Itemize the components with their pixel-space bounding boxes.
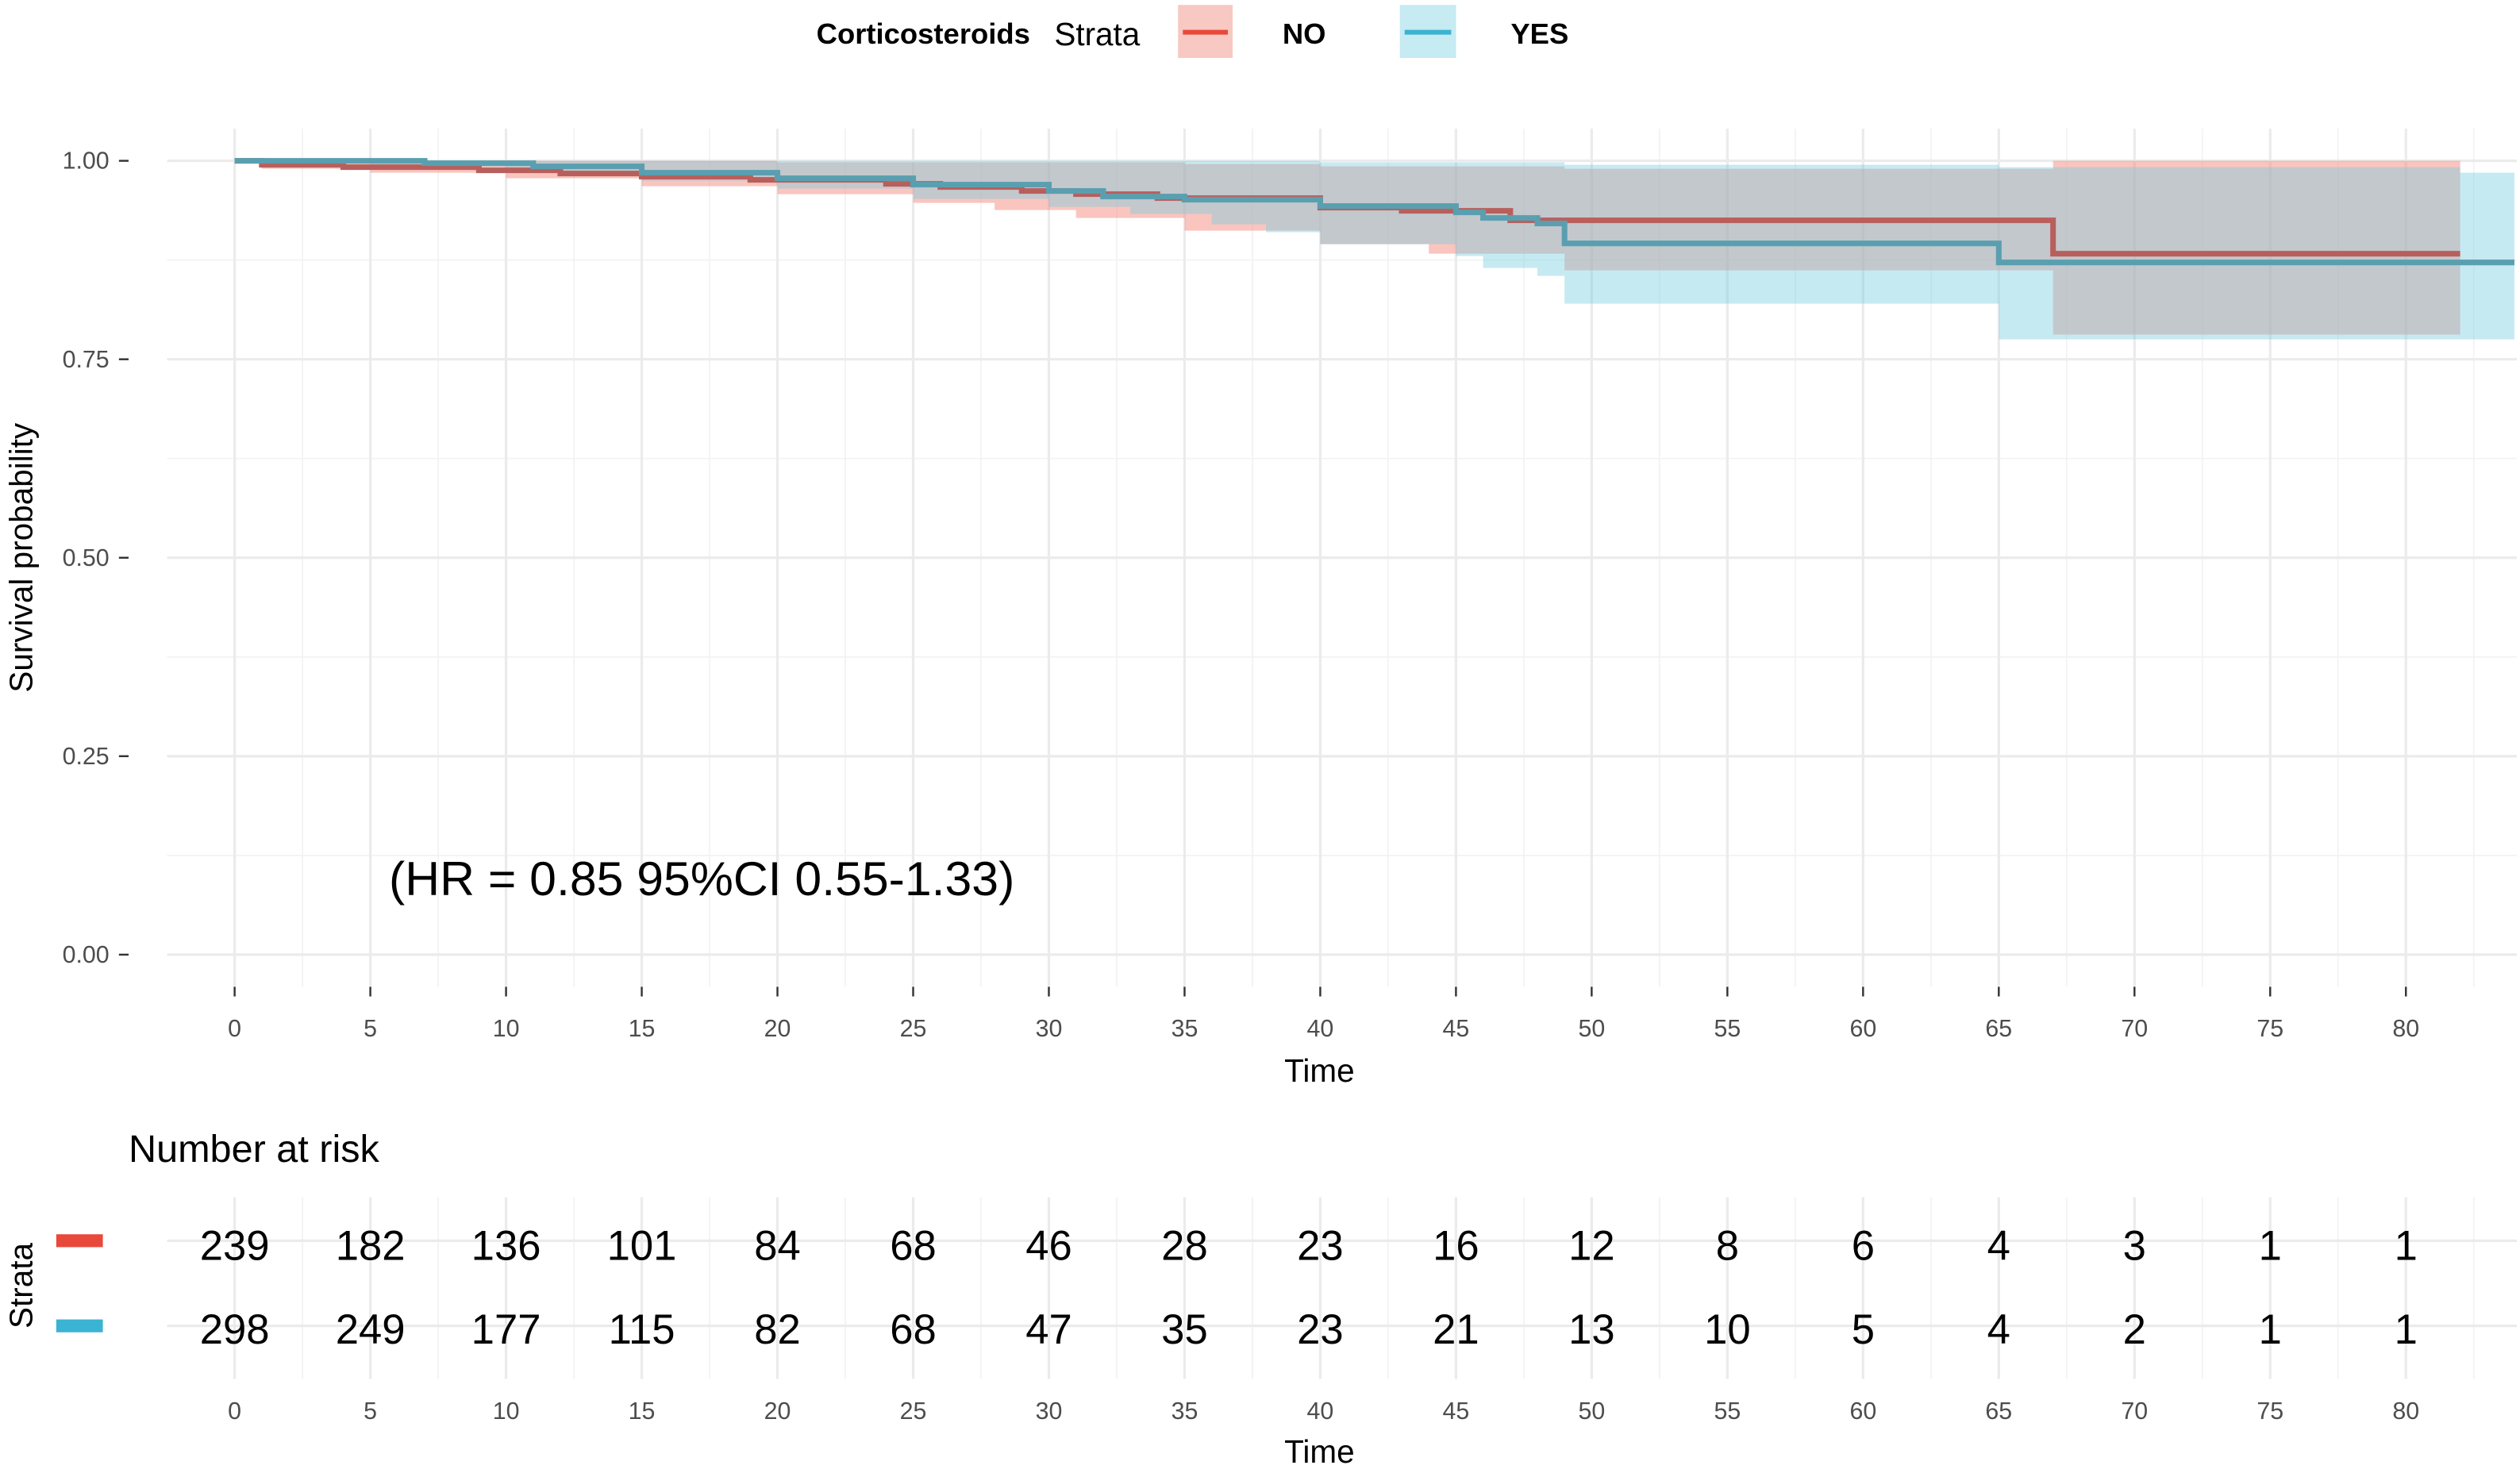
risk-table-title: Number at risk	[129, 1128, 380, 1171]
risk-count-yes: 1	[2395, 1306, 2418, 1353]
x-axis-label: Time	[1284, 1052, 1354, 1089]
x-tick-label: 0	[228, 1016, 241, 1042]
risk-x-tick-label: 15	[629, 1398, 656, 1425]
risk-x-tick-label: 10	[493, 1398, 520, 1425]
y-tick-label: 0.00	[63, 942, 110, 968]
risk-count-yes: 68	[890, 1306, 937, 1353]
risk-count-yes: 2	[2123, 1306, 2146, 1353]
x-tick-label: 40	[1307, 1016, 1334, 1042]
x-tick-label: 50	[1578, 1016, 1605, 1042]
legend-title: Corticosteroids	[817, 17, 1030, 50]
hr-annotation: (HR = 0.85 95%CI 0.55-1.33)	[389, 852, 1014, 906]
x-tick-label: 45	[1443, 1016, 1470, 1042]
x-tick-label: 20	[764, 1016, 791, 1042]
legend-strata-label: Strata	[1054, 16, 1140, 52]
legend-label-no: NO	[1283, 17, 1326, 50]
risk-count-no: 1	[2259, 1223, 2282, 1270]
risk-count-no: 101	[607, 1223, 677, 1270]
risk-count-no: 68	[890, 1223, 937, 1270]
risk-x-tick-label: 35	[1172, 1398, 1198, 1425]
confidence-bands	[234, 160, 2515, 340]
risk-count-no: 16	[1433, 1223, 1479, 1270]
risk-count-no: 12	[1568, 1223, 1615, 1270]
risk-count-yes: 35	[1161, 1306, 1208, 1353]
risk-x-tick-label: 70	[2121, 1398, 2148, 1425]
risk-count-yes: 115	[609, 1306, 675, 1353]
survival-curves	[234, 158, 2515, 266]
y-axis-label: Survival probability	[2, 422, 39, 693]
survival-curve-yes	[234, 158, 2515, 266]
risk-x-tick-label: 55	[1714, 1398, 1741, 1425]
x-tick-label: 55	[1714, 1016, 1741, 1042]
risk-x-tick-label: 0	[228, 1398, 241, 1425]
risk-count-no: 28	[1161, 1223, 1208, 1270]
risk-x-tick-label: 80	[2392, 1398, 2419, 1425]
risk-count-yes: 1	[2259, 1306, 2282, 1353]
risk-table-ylabel: Strata	[2, 1243, 39, 1329]
risk-count-no: 3	[2123, 1223, 2146, 1270]
x-tick-label: 5	[364, 1016, 377, 1042]
risk-x-tick-label: 20	[764, 1398, 791, 1425]
risk-count-yes: 82	[754, 1306, 801, 1353]
risk-count-no: 4	[1987, 1223, 2010, 1270]
risk-count-no: 182	[336, 1223, 406, 1270]
risk-count-yes: 5	[1852, 1306, 1875, 1353]
axes: 0 5 10 15 20 25 30 35 40 45 50 55 60 65 70 75 80 0.00 0.25…	[63, 148, 2420, 1042]
risk-count-no: 23	[1297, 1223, 1344, 1270]
risk-count-no: 1	[2395, 1223, 2418, 1270]
x-tick-label: 80	[2392, 1016, 2419, 1042]
x-tick-label: 10	[493, 1016, 520, 1042]
legend-label-yes: YES	[1510, 17, 1568, 50]
y-tick-label: 1.00	[63, 148, 110, 175]
risk-count-yes: 23	[1297, 1306, 1344, 1353]
risk-x-tick-label: 65	[1985, 1398, 2012, 1425]
risk-count-no: 6	[1852, 1223, 1875, 1270]
risk-count-yes: 298	[200, 1306, 270, 1353]
risk-table-xlabel: Time	[1284, 1433, 1354, 1469]
risk-count-yes: 13	[1568, 1306, 1615, 1353]
risk-x-tick-label: 60	[1849, 1398, 1876, 1425]
risk-count-yes: 4	[1987, 1306, 2010, 1353]
risk-count-no: 46	[1025, 1223, 1072, 1270]
legend: Corticosteroids Strata NO YES	[817, 5, 1568, 59]
risk-count-yes: 10	[1704, 1306, 1751, 1353]
risk-count-no: 84	[754, 1223, 801, 1270]
x-tick-label: 65	[1985, 1016, 2012, 1042]
x-tick-label: 25	[900, 1016, 927, 1042]
risk-count-no: 8	[1716, 1223, 1739, 1270]
ci-band-yes	[234, 160, 2515, 340]
y-tick-label: 0.75	[63, 347, 110, 373]
risk-x-tick-label: 45	[1443, 1398, 1470, 1425]
risk-x-tick-label: 50	[1578, 1398, 1605, 1425]
risk-x-tick-label: 40	[1307, 1398, 1334, 1425]
risk-key-yes	[56, 1319, 103, 1332]
y-tick-label: 0.50	[63, 545, 110, 571]
risk-x-tick-label: 75	[2256, 1398, 2283, 1425]
y-tick-label: 0.25	[63, 744, 110, 770]
x-tick-label: 60	[1849, 1016, 1876, 1042]
risk-count-yes: 177	[471, 1306, 541, 1353]
risk-count-no: 239	[200, 1223, 270, 1270]
x-tick-label: 15	[629, 1016, 656, 1042]
risk-key-no	[56, 1234, 103, 1248]
x-tick-label: 35	[1172, 1016, 1198, 1042]
risk-count-yes: 249	[336, 1306, 406, 1353]
x-tick-label: 30	[1036, 1016, 1063, 1042]
risk-count-yes: 47	[1025, 1306, 1072, 1353]
x-tick-label: 75	[2256, 1016, 2283, 1042]
x-tick-label: 70	[2121, 1016, 2148, 1042]
ci-band-no	[234, 160, 2460, 335]
risk-x-tick-label: 5	[364, 1398, 377, 1425]
risk-count-no: 136	[471, 1223, 541, 1270]
risk-count-yes: 21	[1433, 1306, 1479, 1353]
risk-x-tick-label: 30	[1036, 1398, 1063, 1425]
risk-x-tick-label: 25	[900, 1398, 927, 1425]
